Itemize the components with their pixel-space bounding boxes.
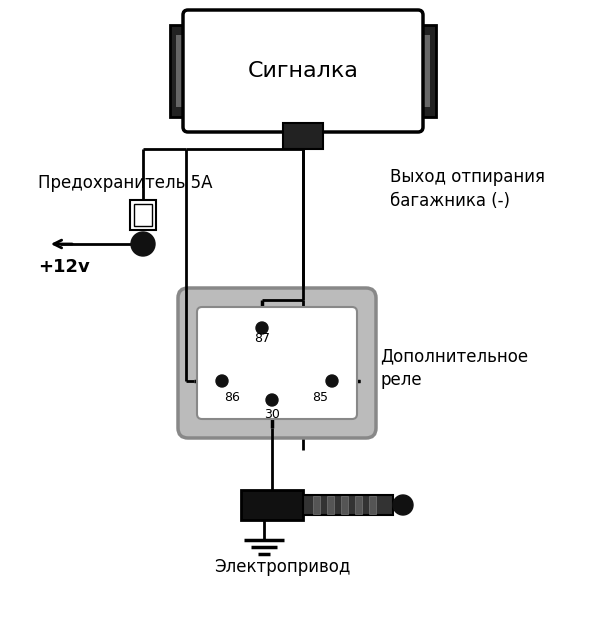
- Bar: [327, 496, 334, 514]
- FancyBboxPatch shape: [178, 288, 376, 438]
- Circle shape: [326, 375, 338, 387]
- Text: 85: 85: [312, 391, 328, 404]
- Circle shape: [216, 375, 228, 387]
- Circle shape: [131, 232, 155, 256]
- Bar: [170, 25, 190, 117]
- Bar: [369, 496, 376, 514]
- Bar: [303, 495, 393, 515]
- Text: Сигналка: Сигналка: [248, 61, 359, 81]
- Text: 87: 87: [254, 332, 270, 345]
- Bar: [416, 25, 436, 117]
- Bar: [420, 35, 430, 107]
- Circle shape: [393, 495, 413, 515]
- Bar: [130, 200, 156, 230]
- Bar: [241, 490, 303, 520]
- Text: Электропривод: Электропривод: [214, 558, 350, 576]
- FancyBboxPatch shape: [197, 307, 357, 419]
- Bar: [341, 496, 348, 514]
- Circle shape: [256, 322, 268, 334]
- FancyBboxPatch shape: [183, 10, 423, 132]
- Bar: [134, 204, 152, 226]
- Bar: [176, 35, 186, 107]
- Bar: [283, 123, 323, 149]
- Bar: [313, 496, 320, 514]
- Circle shape: [266, 394, 278, 406]
- Text: Предохранитель 5А: Предохранитель 5А: [38, 174, 212, 192]
- Text: Дополнительное
реле: Дополнительное реле: [380, 347, 528, 389]
- Text: Выход отпирания
багажника (-): Выход отпирания багажника (-): [390, 168, 545, 209]
- Bar: [355, 496, 362, 514]
- Text: 86: 86: [224, 391, 240, 404]
- Text: 30: 30: [264, 408, 280, 421]
- Text: +12v: +12v: [38, 258, 90, 276]
